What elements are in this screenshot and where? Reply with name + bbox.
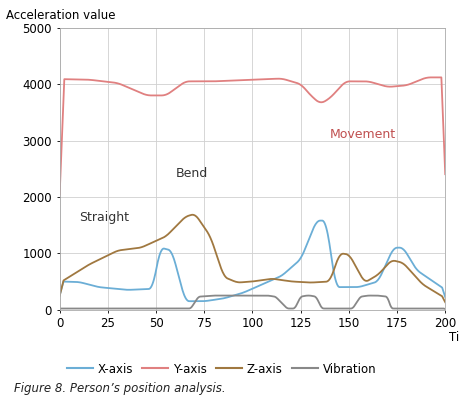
Z-axis [287, 279, 293, 283]
Y-axis [266, 77, 271, 81]
Y-axis [286, 78, 292, 83]
Vibration [287, 306, 293, 311]
Text: Figure 8. Person’s position analysis.: Figure 8. Person’s position analysis. [14, 382, 225, 395]
X-axis [375, 278, 380, 283]
Y-axis [373, 81, 378, 86]
X-axis [241, 290, 246, 295]
Z-axis [434, 291, 439, 295]
X-axis [57, 293, 62, 298]
Text: Bend: Bend [175, 167, 207, 180]
Text: Straight: Straight [79, 210, 129, 224]
Legend: X-axis, Y-axis, Z-axis, Vibration: X-axis, Y-axis, Z-axis, Vibration [62, 358, 381, 380]
X-axis [187, 299, 192, 304]
X-axis [442, 295, 448, 299]
Z-axis [57, 293, 62, 298]
Z-axis [266, 277, 272, 281]
Y-axis [434, 75, 439, 80]
Line: Y-axis: Y-axis [60, 77, 445, 195]
Line: Vibration: Vibration [60, 295, 445, 309]
Vibration [434, 306, 439, 311]
Z-axis [241, 280, 246, 285]
Line: X-axis: X-axis [60, 221, 445, 301]
Z-axis [190, 212, 196, 217]
X-axis [435, 282, 440, 287]
Z-axis [243, 279, 249, 284]
Vibration [213, 293, 218, 298]
X-axis [266, 279, 272, 284]
Y-axis [429, 75, 434, 80]
Z-axis [374, 273, 379, 278]
Y-axis [442, 172, 448, 177]
Line: Z-axis: Z-axis [60, 215, 445, 302]
Text: Movement: Movement [330, 128, 396, 141]
Y-axis [240, 78, 246, 83]
Y-axis [242, 77, 248, 82]
Vibration [374, 293, 379, 298]
X-axis [243, 289, 249, 294]
Vibration [266, 293, 272, 298]
Vibration [442, 306, 448, 311]
Vibration [57, 306, 62, 311]
Vibration [241, 293, 246, 298]
X-axis [317, 218, 323, 223]
Text: Time(s): Time(s) [449, 331, 459, 344]
Z-axis [442, 300, 448, 304]
Vibration [243, 293, 249, 298]
Y-axis [57, 192, 62, 197]
Text: Acceleration value: Acceleration value [6, 9, 115, 22]
X-axis [287, 266, 293, 271]
